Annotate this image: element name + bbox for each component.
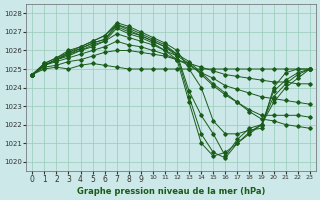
X-axis label: Graphe pression niveau de la mer (hPa): Graphe pression niveau de la mer (hPa) — [77, 187, 265, 196]
